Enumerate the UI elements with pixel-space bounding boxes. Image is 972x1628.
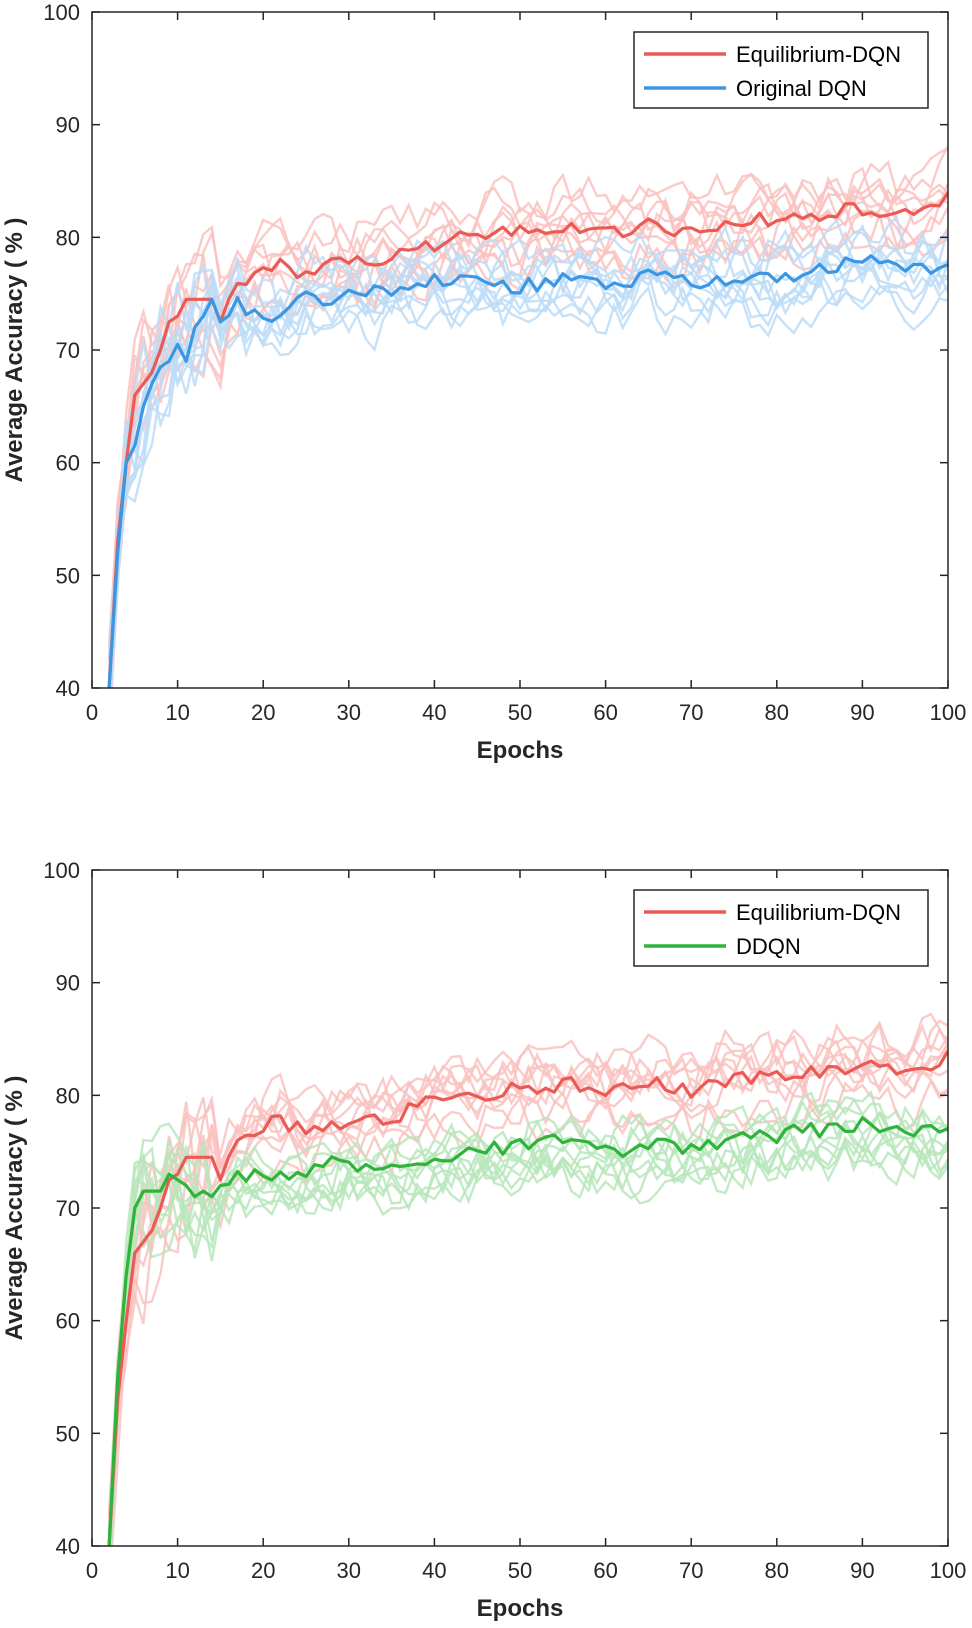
y-axis-title: Average Accuracy ( % ) — [1, 1075, 28, 1340]
x-tick-label: 30 — [337, 700, 361, 725]
plot-area — [107, 1012, 948, 1546]
trial-line-original-dqn-8 — [109, 223, 948, 688]
trial-line-original-dqn-6 — [108, 265, 948, 688]
x-tick-label: 20 — [251, 700, 275, 725]
y-tick-label: 70 — [56, 1196, 80, 1221]
y-tick-label: 60 — [56, 1309, 80, 1334]
x-tick-label: 60 — [593, 1558, 617, 1583]
x-tick-label: 10 — [165, 700, 189, 725]
x-tick-label: 10 — [165, 1558, 189, 1583]
x-tick-label: 50 — [508, 1558, 532, 1583]
trial-line-original-dqn-2 — [107, 241, 948, 661]
trial-line-equilibrium-dqn-9 — [108, 182, 948, 688]
x-tick-label: 60 — [593, 700, 617, 725]
trial-line-ddqn-6 — [109, 1095, 948, 1546]
x-tick-label: 80 — [765, 700, 789, 725]
y-tick-label: 80 — [56, 225, 80, 250]
trial-line-ddqn-10 — [108, 1133, 948, 1546]
legend-label: Equilibrium-DQN — [736, 42, 901, 67]
y-tick-label: 60 — [56, 451, 80, 476]
series-line-original-dqn — [107, 254, 948, 688]
trial-line-equilibrium-dqn-8 — [107, 145, 948, 675]
y-tick-label: 40 — [56, 676, 80, 701]
x-axis-title: Epochs — [477, 737, 564, 764]
x-tick-label: 80 — [765, 1558, 789, 1583]
x-tick-label: 0 — [86, 700, 98, 725]
x-tick-label: 50 — [508, 700, 532, 725]
y-tick-label: 90 — [56, 971, 80, 996]
x-tick-label: 0 — [86, 1558, 98, 1583]
x-tick-label: 20 — [251, 1558, 275, 1583]
x-tick-label: 40 — [422, 700, 446, 725]
y-tick-label: 90 — [56, 113, 80, 138]
legend: Equilibrium-DQN Original DQN — [633, 31, 929, 109]
series-line-equilibrium-dqn — [107, 1050, 948, 1546]
legend-label: Equilibrium-DQN — [736, 900, 901, 925]
y-tick-label: 50 — [56, 563, 80, 588]
x-tick-label: 30 — [337, 1558, 361, 1583]
chart-panel-1: 0 10 20 30 40 50 60 70 80 90 100 40 50 60 70 80 90 100 Epo… — [1, 0, 966, 764]
trial-line-equilibrium-dqn-5 — [107, 192, 948, 650]
legend-label: DDQN — [736, 934, 801, 959]
legend-box — [633, 31, 929, 109]
trial-line-original-dqn-9 — [109, 269, 948, 688]
x-tick-label: 90 — [850, 1558, 874, 1583]
x-tick-label: 40 — [422, 1558, 446, 1583]
trial-line-ddqn-2 — [108, 1129, 948, 1546]
y-axis-title: Average Accuracy ( % ) — [1, 217, 28, 482]
y-tick-label: 100 — [43, 858, 80, 883]
trial-line-original-dqn-3 — [109, 285, 948, 688]
y-tick-label: 80 — [56, 1083, 80, 1108]
y-tick-label: 50 — [56, 1421, 80, 1446]
x-tick-label: 90 — [850, 700, 874, 725]
series-line-equilibrium-dqn — [107, 191, 948, 688]
x-axis-title: Epochs — [477, 1595, 564, 1622]
y-tick-label: 40 — [56, 1534, 80, 1559]
series-line-ddqn — [107, 1116, 948, 1546]
trial-line-equilibrium-dqn-1 — [109, 1035, 948, 1546]
trial-line-equilibrium-dqn-1 — [107, 177, 948, 644]
x-tick-label: 70 — [679, 700, 703, 725]
chart-panel-2: 0 10 20 30 40 50 60 70 80 90 100 40 50 60 70 80 90 100 Epo… — [1, 858, 966, 1622]
y-tick-label: 70 — [56, 338, 80, 363]
trial-line-equilibrium-dqn-2 — [107, 1019, 948, 1520]
legend-label: Original DQN — [736, 76, 867, 101]
trial-line-ddqn-1 — [107, 1090, 948, 1535]
legend: Equilibrium-DQN DDQN — [633, 889, 929, 967]
y-tick-label: 100 — [43, 0, 80, 25]
x-tick-label: 100 — [930, 700, 967, 725]
legend-box — [633, 889, 929, 967]
x-tick-label: 100 — [930, 1558, 967, 1583]
x-tick-label: 70 — [679, 1558, 703, 1583]
plot-area — [107, 145, 948, 688]
trial-line-equilibrium-dqn-8 — [109, 1054, 948, 1546]
trial-line-ddqn-3 — [109, 1139, 948, 1546]
trial-line-original-dqn-7 — [108, 214, 948, 688]
